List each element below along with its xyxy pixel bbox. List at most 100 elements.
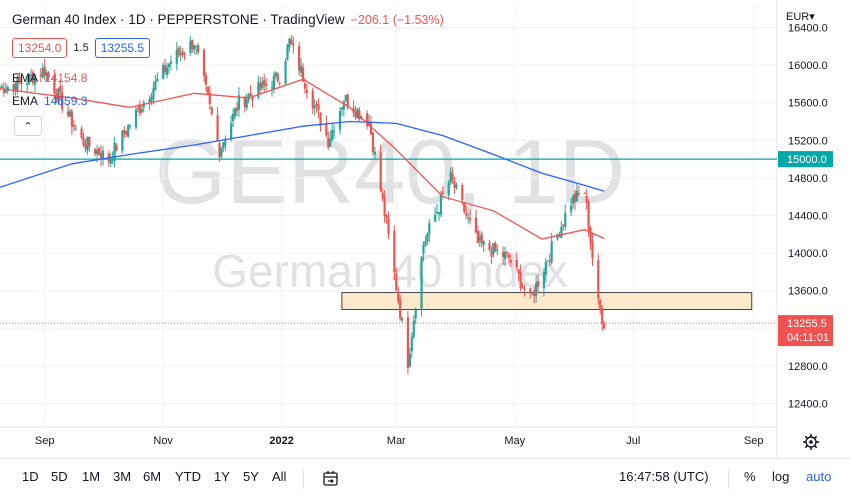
candle-body: [134, 109, 138, 128]
price-axis[interactable]: 12400.012800.013200.013600.014000.014400…: [778, 23, 833, 411]
candle-body: [33, 75, 37, 85]
candle-body: [474, 217, 478, 233]
gear-icon[interactable]: [803, 434, 819, 450]
candle-body: [165, 67, 169, 75]
candle-body: [298, 46, 301, 71]
candle-body: [315, 103, 318, 106]
candle-body: [99, 153, 103, 160]
candle-body: [31, 72, 35, 84]
candle-body: [496, 250, 499, 252]
candle-body: [2, 88, 5, 93]
candle-body: [346, 94, 349, 108]
candle-body: [317, 104, 320, 111]
candle-body: [358, 110, 361, 120]
time-tick-label: Mar: [387, 435, 406, 447]
level-price-text: 15000.0: [787, 154, 827, 166]
candle-body: [503, 252, 507, 260]
log-toggle[interactable]: log: [772, 469, 790, 484]
last-price-text: 13255.5: [787, 318, 827, 330]
candle-body: [434, 215, 437, 222]
auto-toggle[interactable]: auto: [806, 469, 832, 484]
candle-body: [237, 95, 241, 110]
candle-body: [125, 131, 128, 135]
candle-body: [140, 108, 143, 112]
timeframe-1y[interactable]: 1Y: [214, 469, 230, 484]
candle-body: [109, 158, 112, 164]
candle-body: [354, 112, 357, 117]
candle-body: [509, 259, 512, 263]
timeframe-6m[interactable]: 6M: [143, 469, 162, 484]
candle-body: [278, 83, 281, 85]
calendar-range-icon[interactable]: [322, 470, 340, 488]
candle-body: [82, 137, 85, 146]
candle-body: [156, 78, 159, 82]
candle-body: [230, 123, 233, 140]
candle-body: [181, 51, 184, 55]
candle-body: [488, 242, 491, 250]
ema-fast-value: 14154.8: [44, 71, 88, 85]
ema-fast-label: EMA: [12, 71, 39, 85]
trade-buttons: 13254.0 1.5 13255.5: [12, 38, 151, 58]
candle-body: [441, 192, 444, 195]
candle-body: [301, 67, 305, 82]
candle-body: [603, 323, 606, 329]
support-zone[interactable]: [341, 292, 753, 310]
collapse-legend-button[interactable]: ⌃: [14, 116, 42, 136]
candle-body: [577, 193, 580, 195]
timeframe-5y[interactable]: 5Y: [243, 469, 259, 484]
symbol-legend: German 40 Index · 1D · PEPPERSTONE · Tra…: [12, 12, 444, 27]
candle-body: [14, 82, 17, 91]
candle-body: [410, 336, 413, 352]
candle-body: [216, 115, 219, 141]
candle-body: [152, 88, 155, 99]
candle-body: [449, 171, 452, 183]
timeframe-5d[interactable]: 5D: [51, 469, 68, 484]
ema-legend-fast[interactable]: EMA 14154.8: [12, 71, 87, 85]
ema-slow-label: EMA: [12, 94, 39, 108]
candle-body: [43, 66, 46, 76]
timeframe-3m[interactable]: 3M: [113, 469, 132, 484]
currency-selector[interactable]: EUR▾: [786, 11, 815, 23]
percent-toggle[interactable]: %: [744, 469, 756, 484]
buy-button[interactable]: 13255.5: [94, 38, 151, 58]
timeframe-1m[interactable]: 1M: [82, 469, 101, 484]
candle-body: [72, 124, 75, 127]
candle-body: [276, 73, 279, 82]
time-tick-label: May: [504, 435, 525, 447]
candle-body: [601, 309, 604, 324]
candle-body: [179, 53, 182, 56]
timeframe-ytd[interactable]: YTD: [175, 469, 201, 484]
price-chart[interactable]: GER40, 1D German 40 Index 12400.012800.0…: [0, 0, 850, 458]
candle-body: [400, 317, 404, 321]
candle-body: [329, 138, 332, 147]
timeframe-1d[interactable]: 1D: [22, 469, 39, 484]
candle-body: [562, 224, 565, 226]
ema-legend-slow[interactable]: EMA 14659.3: [12, 94, 87, 108]
symbol-title[interactable]: German 40 Index · 1D · PEPPERSTONE · Tra…: [12, 12, 345, 27]
candle-body: [29, 74, 33, 77]
ema-lines: [0, 78, 605, 240]
price-tick-label: 16400.0: [788, 23, 828, 35]
candle-body: [127, 125, 130, 137]
candle-body: [249, 92, 252, 97]
candle-body: [424, 240, 427, 246]
time-tick-label: Sep: [35, 435, 55, 447]
candle-body: [426, 233, 429, 242]
price-tick-label: 12800.0: [788, 361, 828, 373]
candle-body: [270, 87, 274, 89]
time-tick-label: Jul: [626, 435, 640, 447]
candle-body: [467, 216, 470, 218]
timeframe-all[interactable]: All: [272, 469, 287, 484]
sell-button[interactable]: 13254.0: [12, 38, 68, 58]
price-tick-label: 14000.0: [788, 248, 828, 260]
candle-body: [274, 72, 277, 77]
candle-body: [12, 84, 15, 90]
time-axis[interactable]: Sep Nov 2022 Mar May Jul Sep: [35, 435, 764, 447]
candle-body: [257, 82, 260, 98]
candle-body: [162, 64, 165, 80]
candle-body: [591, 241, 594, 258]
candle-body: [193, 45, 196, 50]
candle-body: [535, 283, 538, 296]
clock[interactable]: 16:47:58 (UTC): [619, 469, 709, 484]
